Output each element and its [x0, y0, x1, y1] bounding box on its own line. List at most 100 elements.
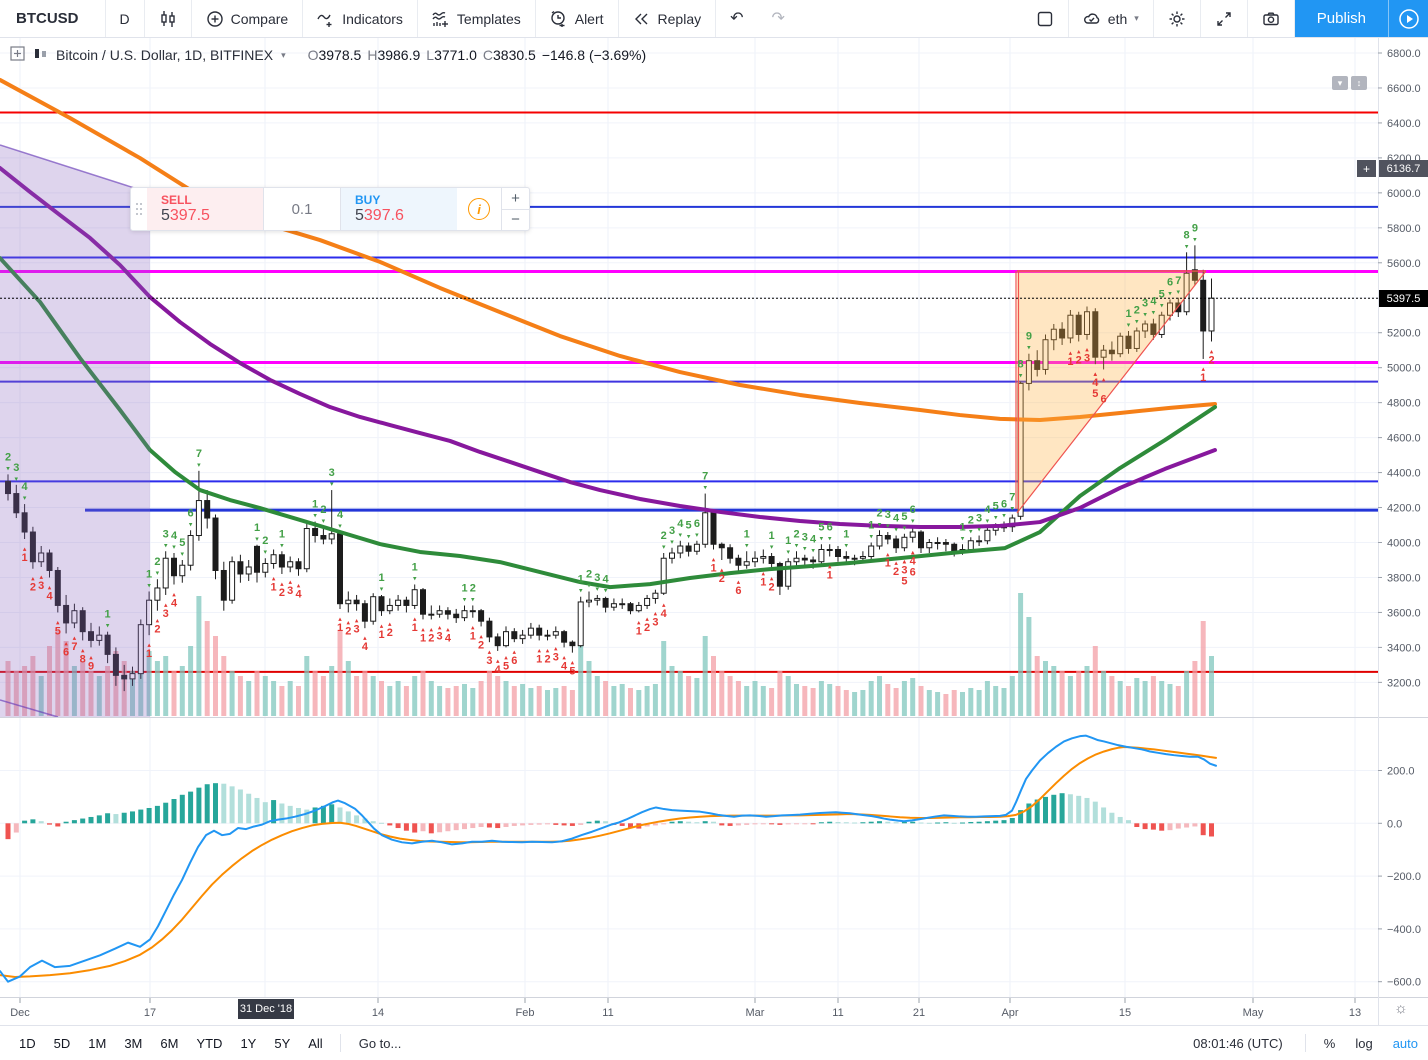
- templates-button[interactable]: Templates: [418, 0, 536, 37]
- svg-text:6: 6: [511, 655, 517, 667]
- svg-text:1: 1: [461, 582, 467, 594]
- range-5y[interactable]: 5Y: [274, 1035, 291, 1051]
- symbol-title[interactable]: Bitcoin / U.S. Dollar, 1D, BITFINEX: [56, 47, 274, 63]
- svg-text:3: 3: [287, 585, 293, 597]
- svg-text:▾: ▾: [164, 542, 168, 549]
- svg-text:9: 9: [1192, 222, 1198, 234]
- interval-button[interactable]: D: [106, 0, 145, 37]
- crosshair-price-badge: 6136.7: [1379, 160, 1428, 177]
- trade-panel: SELL 5397.5 0.1 BUY 5397.6 i + −: [130, 187, 530, 231]
- compare-button[interactable]: Compare: [192, 0, 304, 37]
- trade-info-button[interactable]: i: [457, 188, 501, 230]
- alert-button[interactable]: Alert: [536, 0, 619, 37]
- svg-text:2: 2: [893, 566, 899, 578]
- svg-text:5: 5: [503, 660, 509, 672]
- cloud-save-menu[interactable]: eth ▾: [1069, 0, 1154, 37]
- svg-text:▾: ▾: [596, 586, 600, 593]
- range-all[interactable]: All: [308, 1035, 323, 1051]
- percent-scale-button[interactable]: %: [1323, 1035, 1336, 1051]
- svg-text:2: 2: [154, 624, 160, 636]
- svg-text:9: 9: [1026, 331, 1032, 343]
- candles-icon: [159, 10, 177, 28]
- add-symbol-icon[interactable]: [10, 46, 25, 64]
- indicators-button[interactable]: Indicators: [303, 0, 418, 37]
- svg-text:▾: ▾: [330, 481, 334, 488]
- svg-text:▴: ▴: [347, 619, 351, 626]
- svg-text:1: 1: [254, 522, 260, 534]
- svg-text:11: 11: [832, 1007, 843, 1019]
- pane-maximize-button[interactable]: ↕: [1351, 76, 1367, 90]
- svg-text:▾: ▾: [977, 527, 981, 534]
- qty-increase-button[interactable]: +: [502, 188, 529, 210]
- svg-text:▾: ▾: [770, 544, 774, 551]
- svg-text:▾: ▾: [845, 542, 849, 549]
- svg-text:▴: ▴: [288, 579, 292, 586]
- replay-button[interactable]: Replay: [619, 0, 717, 37]
- svg-text:▾: ▾: [1002, 513, 1006, 520]
- undo-button[interactable]: ↶: [730, 9, 744, 27]
- divider: [1304, 1034, 1306, 1052]
- range-1d[interactable]: 1D: [19, 1035, 36, 1051]
- range-3m[interactable]: 3M: [124, 1035, 143, 1051]
- templates-icon: [432, 10, 450, 28]
- svg-text:1: 1: [959, 521, 965, 533]
- sell-button[interactable]: SELL 5397.5: [147, 188, 263, 230]
- svg-text:▴: ▴: [363, 635, 367, 642]
- quantity-field[interactable]: 0.1: [263, 188, 341, 230]
- range-ytd[interactable]: YTD: [196, 1035, 223, 1051]
- goto-date-button[interactable]: Go to...: [358, 1035, 402, 1051]
- svg-text:▴: ▴: [1210, 348, 1214, 355]
- camera-icon: [1262, 10, 1280, 28]
- range-1m[interactable]: 1M: [88, 1035, 107, 1051]
- svg-text:6400.0: 6400.0: [1387, 118, 1421, 130]
- svg-text:1: 1: [105, 609, 111, 621]
- buy-button[interactable]: BUY 5397.6: [341, 188, 457, 230]
- legend-chevron-icon[interactable]: ▾: [281, 49, 286, 60]
- svg-text:▾: ▾: [23, 495, 27, 502]
- auto-scale-button[interactable]: auto: [1392, 1035, 1418, 1051]
- svg-text:2: 2: [387, 627, 393, 639]
- fullscreen-button[interactable]: [1201, 0, 1248, 37]
- chevron-down-icon: ▾: [1134, 13, 1139, 23]
- svg-text:1: 1: [146, 568, 152, 580]
- svg-text:▾: ▾: [380, 586, 384, 593]
- screenshot-button[interactable]: [1248, 0, 1295, 37]
- svg-text:▴: ▴: [1201, 366, 1205, 373]
- chart-style-button[interactable]: [145, 0, 192, 37]
- range-5d[interactable]: 5D: [53, 1035, 71, 1051]
- layout-button[interactable]: [1022, 0, 1069, 37]
- redo-button[interactable]: ↷: [771, 9, 785, 27]
- svg-text:−600.0: −600.0: [1387, 977, 1421, 989]
- clock-utc[interactable]: 08:01:46 (UTC): [1193, 1035, 1283, 1051]
- svg-text:▴: ▴: [479, 633, 483, 640]
- publish-play-button[interactable]: [1388, 0, 1428, 37]
- publish-button[interactable]: Publish: [1294, 0, 1388, 37]
- svg-text:3: 3: [1084, 353, 1090, 365]
- settings-button[interactable]: [1154, 0, 1201, 37]
- svg-text:▾: ▾: [903, 525, 907, 532]
- svg-text:1: 1: [785, 535, 791, 547]
- svg-text:▾: ▾: [604, 588, 608, 595]
- qty-decrease-button[interactable]: −: [511, 211, 520, 229]
- svg-text:▴: ▴: [421, 626, 425, 633]
- svg-text:5: 5: [569, 666, 575, 678]
- svg-text:4: 4: [984, 504, 991, 516]
- symbol-button[interactable]: BTCUSD: [0, 0, 106, 37]
- pane-collapse-button[interactable]: ▾: [1332, 76, 1348, 90]
- svg-text:▾: ▾: [878, 521, 882, 528]
- log-scale-button[interactable]: log: [1355, 1035, 1373, 1051]
- svg-text:2: 2: [876, 507, 882, 519]
- svg-text:▴: ▴: [720, 567, 724, 574]
- svg-text:2: 2: [1208, 354, 1214, 366]
- range-1y[interactable]: 1Y: [240, 1035, 257, 1051]
- trade-panel-drag-handle[interactable]: [131, 188, 147, 230]
- svg-text:▾: ▾: [803, 546, 807, 553]
- add-alert-plus-button[interactable]: +: [1357, 160, 1376, 177]
- divider: [339, 1034, 341, 1052]
- range-6m[interactable]: 6M: [160, 1035, 179, 1051]
- axis-settings-icon[interactable]: ☼: [1394, 1000, 1408, 1017]
- svg-text:▴: ▴: [911, 550, 915, 557]
- svg-text:▾: ▾: [911, 518, 915, 525]
- svg-text:3: 3: [802, 532, 808, 544]
